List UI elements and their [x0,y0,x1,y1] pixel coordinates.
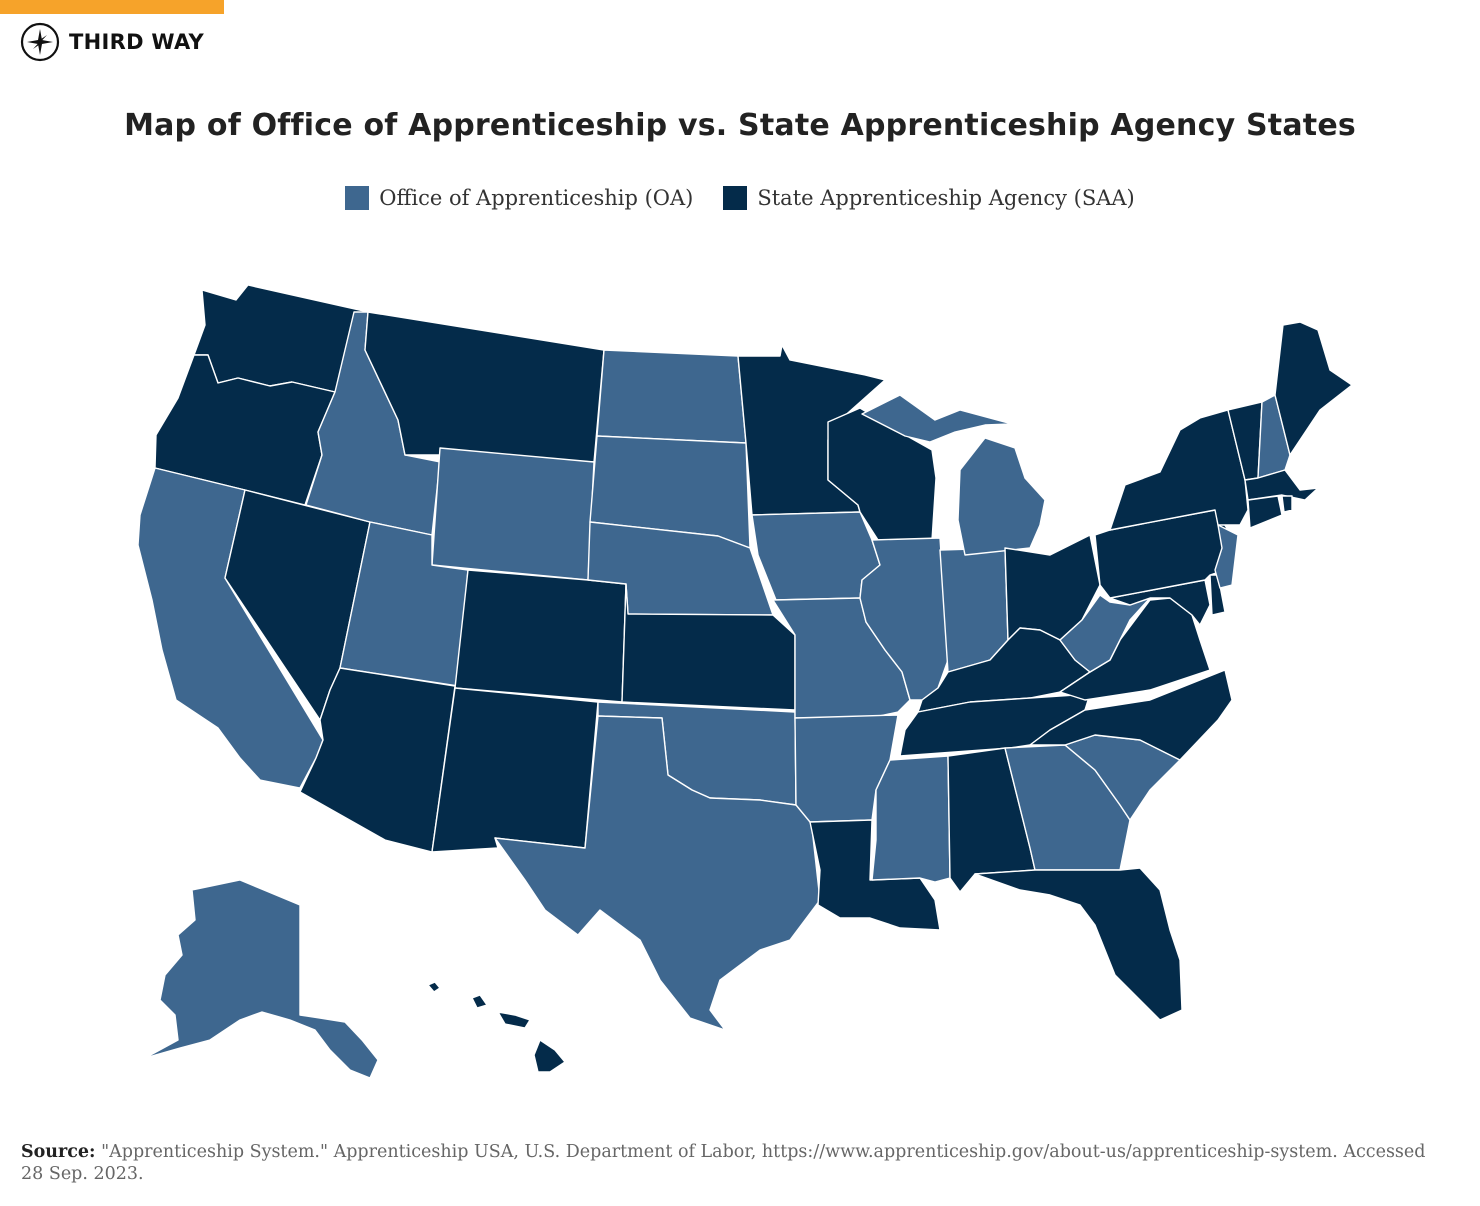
source-note: Source: "Apprenticeship System." Apprent… [21,1141,1441,1185]
legend-item-oa: Office of Apprenticeship (OA) [345,186,693,210]
state-MS [871,755,951,883]
state-HI-3 [497,1011,531,1029]
legend-label-oa: Office of Apprenticeship (OA) [379,186,694,210]
state-DE [1209,574,1226,616]
legend: Office of Apprenticeship (OA) State Appr… [0,186,1480,210]
state-TX [494,715,821,1031]
brand-name: THIRD WAY [69,30,204,54]
state-NY [1109,409,1249,531]
state-MD [1109,579,1211,626]
state-NM [431,687,599,853]
state-NC [1029,669,1233,761]
state-AK [144,879,379,1079]
state-ME [1274,321,1353,456]
state-MI [957,437,1046,556]
state-HI-4 [533,1039,566,1073]
state-NH [1257,394,1291,479]
state-AR [794,714,899,823]
state-WY [431,447,595,581]
compass-logo-icon [20,22,60,62]
state-CO [454,569,627,703]
legend-item-saa: State Apprenticeship Agency (SAA) [723,186,1135,210]
map-title: Map of Office of Apprenticeship vs. Stat… [124,108,1356,143]
state-ND [596,349,747,444]
source-label: Source: [21,1142,96,1162]
state-LA [809,819,941,931]
state-RI [1281,495,1293,513]
state-FL [974,867,1183,1021]
legend-swatch-saa [723,186,748,210]
legend-label-saa: State Apprenticeship Agency (SAA) [757,186,1135,210]
brand: THIRD WAY [20,22,204,62]
state-CA [137,467,324,789]
state-WV [1059,594,1151,673]
state-CT [1247,495,1283,529]
state-MI-UP [861,394,1013,443]
state-HI [427,981,441,993]
accent-bar [0,0,224,14]
source-text: "Apprenticeship System." Apprenticeship … [21,1142,1426,1184]
state-NJ [1214,524,1239,589]
state-HI-2 [471,994,488,1009]
legend-swatch-oa [345,186,370,210]
